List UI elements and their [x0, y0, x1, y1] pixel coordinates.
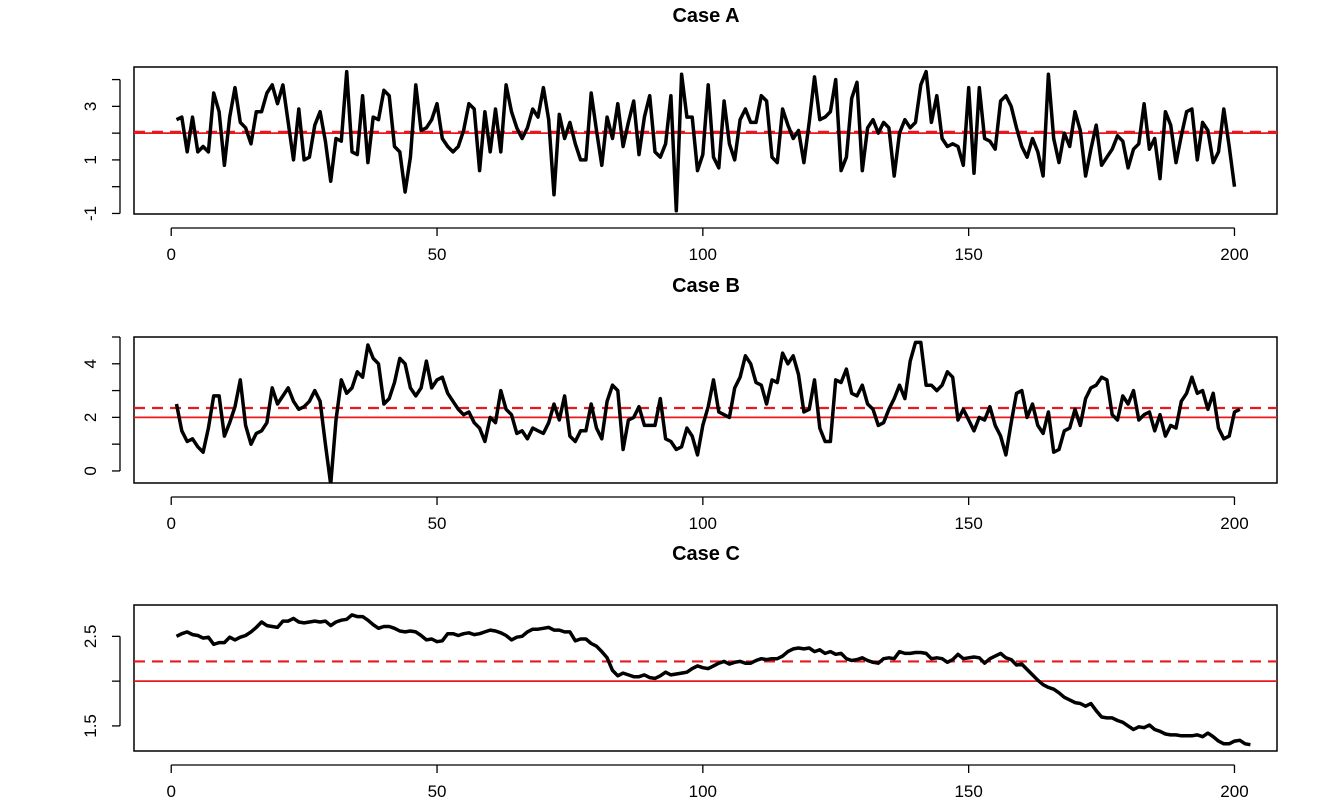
plot-area — [134, 613, 1277, 747]
y-tick-label: 0 — [81, 466, 100, 475]
y-tick-label: 1.5 — [81, 714, 100, 738]
x-tick-label: 50 — [428, 514, 447, 533]
x-tick-label: 200 — [1220, 514, 1248, 533]
x-tick-label: 0 — [166, 514, 175, 533]
x-tick-label: 150 — [954, 245, 982, 264]
y-tick-label: 3 — [81, 102, 100, 111]
x-tick-label: 0 — [166, 782, 175, 801]
panel-case-a: Case A 0 50 100 150 200 -1 1 3 — [81, 5, 1278, 264]
plot-frame — [133, 604, 1278, 752]
series-line — [175, 69, 1237, 213]
plot-area — [134, 340, 1277, 483]
x-tick-label: 100 — [689, 514, 717, 533]
x-tick-label: 50 — [428, 245, 447, 264]
y-tick-label: 4 — [81, 359, 100, 368]
y-tick-label: 2.5 — [81, 625, 100, 649]
panel-title: Case C — [672, 543, 740, 565]
panel-case-c: Case C 0 50 100 150 200 1.5 2.5 — [81, 543, 1278, 801]
y-tick-label: -1 — [81, 206, 100, 221]
series-line — [175, 613, 1251, 747]
x-tick-label: 150 — [954, 782, 982, 801]
x-tick-label: 200 — [1220, 245, 1248, 264]
x-tick-label: 100 — [689, 245, 717, 264]
plot-frame — [133, 336, 1278, 484]
x-tick-label: 100 — [689, 782, 717, 801]
plot-frame — [133, 66, 1278, 215]
x-tick-label: 0 — [166, 245, 175, 264]
y-tick-label: 2 — [81, 413, 100, 422]
panel-case-b: Case B 0 50 100 150 200 0 2 4 — [81, 275, 1278, 533]
y-tick-label: 1 — [81, 155, 100, 164]
series-line — [174, 340, 1241, 483]
x-tick-label: 50 — [428, 782, 447, 801]
x-tick-label: 200 — [1220, 782, 1248, 801]
panel-title: Case A — [672, 5, 739, 27]
panel-title: Case B — [672, 275, 740, 297]
plot-area — [134, 69, 1277, 213]
x-tick-label: 150 — [954, 514, 982, 533]
